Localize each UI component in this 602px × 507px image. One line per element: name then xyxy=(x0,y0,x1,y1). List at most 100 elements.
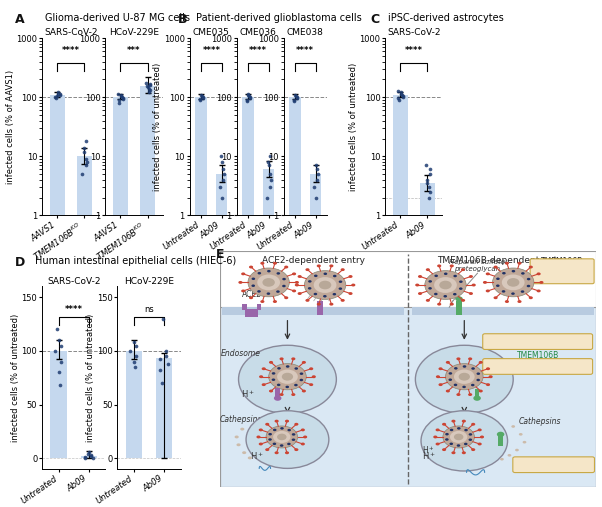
Point xyxy=(242,96,252,104)
Circle shape xyxy=(341,268,345,271)
Point xyxy=(114,96,123,104)
Circle shape xyxy=(521,272,525,275)
Point xyxy=(396,88,405,96)
Bar xyxy=(420,184,435,507)
Text: A: A xyxy=(15,13,25,26)
Bar xyxy=(317,301,323,315)
Circle shape xyxy=(500,458,504,460)
Point xyxy=(291,92,300,100)
Circle shape xyxy=(453,293,456,296)
Circle shape xyxy=(280,444,284,447)
Point xyxy=(116,92,126,100)
Circle shape xyxy=(511,425,515,428)
Point xyxy=(243,91,253,99)
Circle shape xyxy=(314,293,317,295)
Circle shape xyxy=(442,448,446,451)
Circle shape xyxy=(444,273,447,275)
Circle shape xyxy=(303,436,307,439)
Circle shape xyxy=(471,423,475,426)
Point xyxy=(243,90,253,98)
Bar xyxy=(456,301,462,315)
Bar xyxy=(81,456,97,458)
Bar xyxy=(246,309,258,317)
Point xyxy=(132,341,141,349)
Point xyxy=(81,155,91,163)
Circle shape xyxy=(282,278,286,280)
Circle shape xyxy=(282,285,286,287)
Circle shape xyxy=(248,456,252,459)
Circle shape xyxy=(456,393,461,396)
Point xyxy=(125,347,135,355)
Point xyxy=(131,363,140,371)
Circle shape xyxy=(515,449,519,451)
Circle shape xyxy=(445,438,448,441)
Point xyxy=(82,158,92,166)
Point xyxy=(55,91,65,99)
Circle shape xyxy=(523,441,526,444)
Circle shape xyxy=(275,451,279,454)
Circle shape xyxy=(286,365,290,368)
Text: H$^+$: H$^+$ xyxy=(250,451,264,462)
Circle shape xyxy=(297,292,302,295)
Point xyxy=(83,450,93,458)
Point xyxy=(244,92,253,100)
Circle shape xyxy=(494,266,498,269)
Bar xyxy=(256,304,261,310)
Circle shape xyxy=(461,299,465,302)
Point xyxy=(425,165,435,173)
Circle shape xyxy=(301,443,305,446)
Point xyxy=(86,451,96,459)
Point xyxy=(265,183,275,191)
Circle shape xyxy=(462,386,466,388)
Y-axis label: infected cells (% of untreated): infected cells (% of untreated) xyxy=(87,314,95,442)
Circle shape xyxy=(272,372,275,375)
Circle shape xyxy=(454,433,464,440)
Circle shape xyxy=(428,287,432,289)
FancyBboxPatch shape xyxy=(483,334,592,349)
Circle shape xyxy=(300,373,303,375)
Bar xyxy=(126,351,142,458)
Circle shape xyxy=(438,383,442,386)
Circle shape xyxy=(471,283,476,286)
Circle shape xyxy=(446,361,450,364)
Circle shape xyxy=(527,278,530,280)
Circle shape xyxy=(501,290,505,293)
Circle shape xyxy=(308,287,311,289)
Circle shape xyxy=(436,428,439,431)
Circle shape xyxy=(273,262,277,265)
Point xyxy=(145,80,155,88)
Circle shape xyxy=(301,428,305,431)
Circle shape xyxy=(486,272,490,275)
Point xyxy=(119,95,128,103)
Circle shape xyxy=(450,431,467,443)
Circle shape xyxy=(259,375,263,378)
Circle shape xyxy=(468,433,472,436)
Point xyxy=(54,368,63,376)
Circle shape xyxy=(319,281,331,289)
Point xyxy=(156,366,166,374)
Text: ACE2: ACE2 xyxy=(242,291,262,300)
Point xyxy=(195,95,205,103)
Circle shape xyxy=(459,287,462,290)
Title: SARS-CoV-2: SARS-CoV-2 xyxy=(387,28,441,37)
Circle shape xyxy=(257,290,261,293)
Circle shape xyxy=(292,439,296,441)
Circle shape xyxy=(464,429,468,431)
Text: TMEM106B-dependent entry: TMEM106B-dependent entry xyxy=(437,256,566,265)
Circle shape xyxy=(459,280,463,283)
Point xyxy=(81,454,90,462)
Bar xyxy=(242,97,253,507)
Bar xyxy=(393,95,408,507)
Circle shape xyxy=(302,389,306,392)
Point xyxy=(217,158,226,166)
Circle shape xyxy=(287,429,291,431)
Point xyxy=(289,96,299,104)
Circle shape xyxy=(265,423,269,426)
Circle shape xyxy=(521,291,524,293)
Point xyxy=(199,94,208,102)
Point xyxy=(311,194,321,202)
Circle shape xyxy=(273,300,277,303)
Text: ****: **** xyxy=(249,46,267,55)
Text: ****: **** xyxy=(65,305,82,314)
Circle shape xyxy=(536,272,541,275)
